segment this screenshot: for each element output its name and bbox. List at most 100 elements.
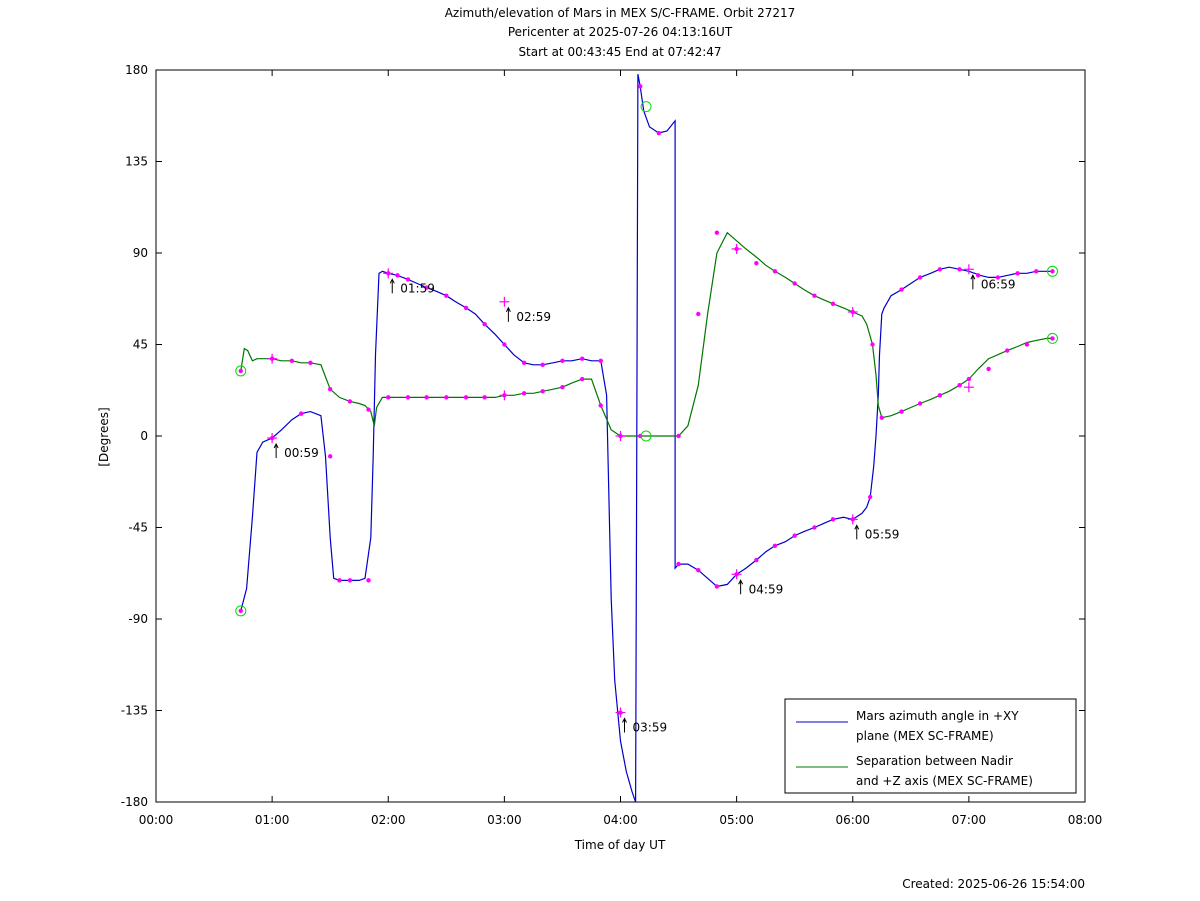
azimuth-data-point <box>327 454 333 459</box>
series-line-separation <box>240 231 1053 437</box>
hour-cross-marker <box>615 431 626 441</box>
x-tick-label: 08:00 <box>1068 813 1103 827</box>
annotation-arrow-head <box>273 442 279 449</box>
annotation-arrow-head <box>622 717 627 723</box>
azimuth-data-point <box>995 275 1001 280</box>
separation-data-point <box>676 433 681 439</box>
separation-data-point <box>386 395 391 400</box>
azimuth-data-point <box>975 273 981 278</box>
azimuth-data-point <box>917 275 923 280</box>
x-tick-label: 02:00 <box>371 813 406 827</box>
separation-data-point <box>327 387 333 392</box>
separation-data-point <box>366 407 371 412</box>
annotation-arrow-head <box>505 306 511 313</box>
separation-data-point <box>347 399 353 404</box>
separation-data-point <box>870 342 875 347</box>
chart-title-line-1: Azimuth/elevation of Mars in MEX S/C-FRA… <box>445 6 796 20</box>
azimuth-data-point <box>1034 269 1039 274</box>
annotation-label: 00:59 <box>284 446 319 460</box>
y-tick-label: 90 <box>133 246 148 260</box>
y-tick-label: -90 <box>128 612 148 626</box>
separation-data-point <box>598 403 603 408</box>
azimuth-data-point <box>792 533 797 538</box>
azimuth-data-point <box>366 578 371 583</box>
azimuth-data-point <box>560 358 565 363</box>
azimuth-data-point <box>714 584 720 589</box>
chart-title-line-2: Pericenter at 2025-07-26 04:13:16UT <box>508 25 733 39</box>
azimuth-data-point <box>298 411 304 416</box>
azimuth-data-point <box>347 578 353 583</box>
x-tick-label: 04:00 <box>603 813 638 827</box>
azimuth-data-point <box>754 557 759 563</box>
separation-data-point <box>879 415 884 420</box>
azimuth-data-point <box>579 356 585 361</box>
separation-data-point <box>696 311 701 317</box>
legend-label-separation-line-2: and +Z axis (MEX SC-FRAME) <box>856 774 1033 788</box>
separation-data-point <box>899 409 904 414</box>
hour-cross-marker <box>731 243 742 254</box>
hour-cross-marker <box>499 296 510 307</box>
azimuth-data-point <box>899 287 904 292</box>
plot-area <box>235 73 1058 803</box>
azimuth-data-point <box>656 130 662 136</box>
azimuth-data-point <box>337 578 342 583</box>
hour-cross-marker <box>499 390 510 401</box>
hour-cross-marker <box>963 264 974 275</box>
separation-data-point <box>238 368 243 374</box>
annotation-label: 05:59 <box>865 527 900 541</box>
separation-data-point <box>521 391 527 396</box>
separation-data-point <box>482 395 487 400</box>
series-line-azimuth <box>240 73 1053 803</box>
azimuth-data-point <box>1015 271 1020 276</box>
azimuth-data-point <box>772 543 778 548</box>
x-axis-label: Time of day UT <box>574 838 666 852</box>
hour-cross-marker <box>847 514 858 525</box>
azimuth-data-point <box>482 321 487 327</box>
y-tick-label: -45 <box>128 521 148 535</box>
separation-data-point <box>937 393 943 398</box>
legend: Mars azimuth angle in +XY plane (MEX SC-… <box>784 698 1077 794</box>
separation-data-point <box>714 230 720 235</box>
separation-data-point <box>1004 348 1010 353</box>
time-annotations: 00:59 01:59 02:59 03:59 04:59 05:59 06:59 <box>273 274 1016 735</box>
legend-label-azimuth-line-2: plane (MEX SC-FRAME) <box>856 729 994 743</box>
azimuth-data-point <box>676 561 681 567</box>
hour-cross-marker <box>267 433 278 444</box>
orbit-endpoint-circle <box>640 430 652 442</box>
hour-cross-marker <box>383 268 394 279</box>
hour-cross-marker <box>847 306 858 317</box>
azimuth-data-point <box>463 305 469 311</box>
legend-label-azimuth-line-1: Mars azimuth angle in +XY <box>856 709 1019 723</box>
y-axis-label: [Degrees] <box>97 407 111 466</box>
separation-data-point <box>463 395 469 400</box>
y-tick-label: 0 <box>140 429 148 443</box>
annotation-arrow-head <box>738 579 744 585</box>
separation-data-point <box>444 395 449 400</box>
annotation-label: 04:59 <box>749 582 784 596</box>
hour-cross-marker <box>267 353 278 364</box>
annotation-label: 06:59 <box>981 277 1016 291</box>
separation-data-point <box>540 389 545 394</box>
x-tick-label: 01:00 <box>255 813 290 827</box>
separation-data-point <box>986 366 991 372</box>
created-timestamp: Created: 2025-06-26 15:54:00 <box>902 877 1085 891</box>
hour-cross-marker <box>615 707 626 718</box>
azimuth-data-point <box>937 267 943 272</box>
orbit-endpoint-circle <box>640 101 652 113</box>
azimuth-data-point <box>638 84 643 89</box>
orbit-endpoint-circle <box>1046 265 1058 277</box>
separation-data-point <box>957 382 962 388</box>
chart-title-line-3: Start at 00:43:45 End at 07:42:47 <box>518 45 721 59</box>
separation-data-point <box>308 360 313 365</box>
azimuth-data-point <box>812 525 817 530</box>
y-tick-label: -135 <box>121 704 148 718</box>
separation-data-point <box>1050 336 1055 341</box>
annotation-arrow-head <box>854 524 860 530</box>
separation-data-point <box>772 269 778 274</box>
azimuth-data-point <box>521 360 527 365</box>
orbit-endpoint-circle <box>235 605 247 617</box>
y-tick-label: -180 <box>121 795 148 809</box>
azimuth-data-point <box>540 362 545 368</box>
x-tick-label: 06:00 <box>835 813 870 827</box>
